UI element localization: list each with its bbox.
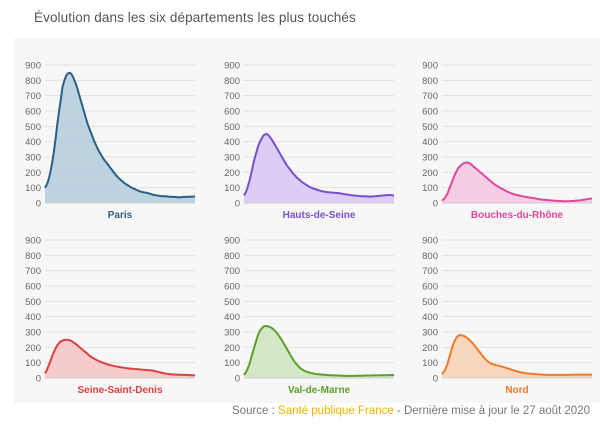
y-tick-label: 100 xyxy=(422,358,438,369)
panel-val-de-marne: 0 100 200 300 400 500 600 700 800 900 Val-de-Marne xyxy=(224,236,395,396)
panel-label: Seine-Saint-Denis xyxy=(77,385,162,396)
series-area xyxy=(45,72,195,203)
panel-bouches-du-rhone: 0 100 200 300 400 500 600 700 800 900 Bouches-du-R… xyxy=(422,61,593,221)
series-area xyxy=(244,134,394,203)
series-line xyxy=(44,338,195,377)
source-label: Source : xyxy=(232,405,279,417)
panel-label: Hauts-de-Seine xyxy=(283,210,356,221)
y-tick-label: 200 xyxy=(25,343,41,354)
y-tick-label: 300 xyxy=(224,328,240,339)
y-tick-label: 400 xyxy=(224,312,240,323)
panel-paris: 0 100 200 300 400 500 600 700 800 900 Paris xyxy=(25,61,196,221)
y-tick-label: 600 xyxy=(224,107,240,118)
y-tick-label: 900 xyxy=(224,236,240,247)
y-tick-label: 100 xyxy=(422,183,438,194)
y-tick-label: 200 xyxy=(422,343,438,354)
y-tick-label: 400 xyxy=(25,137,41,148)
y-tick-label: 800 xyxy=(224,251,240,262)
y-tick-label: 200 xyxy=(224,168,240,179)
y-tick-label: 200 xyxy=(25,168,41,179)
y-tick-label: 0 xyxy=(433,374,438,385)
source-link[interactable]: Santé publique France xyxy=(278,405,394,417)
series-area xyxy=(442,162,592,203)
y-tick-label: 800 xyxy=(25,251,41,262)
panel-label: Bouches-du-Rhône xyxy=(471,210,564,221)
y-tick-label: 900 xyxy=(422,61,438,72)
y-tick-label: 800 xyxy=(422,251,438,262)
y-tick-label: 500 xyxy=(422,297,438,308)
y-tick-label: 500 xyxy=(224,297,240,308)
y-tick-label: 400 xyxy=(224,137,240,148)
y-tick-label: 900 xyxy=(224,61,240,72)
y-tick-label: 700 xyxy=(25,266,41,277)
y-tick-label: 900 xyxy=(25,61,41,72)
source-line: Source : Santé publique France - Dernièr… xyxy=(232,405,590,417)
series-area xyxy=(442,335,592,378)
y-tick-label: 100 xyxy=(25,358,41,369)
y-tick-label: 0 xyxy=(235,374,240,385)
series-area xyxy=(244,325,394,378)
series-area xyxy=(45,339,195,378)
panel-label: Nord xyxy=(505,385,528,396)
series-line xyxy=(441,161,593,203)
y-tick-label: 900 xyxy=(422,236,438,247)
source-suffix: - Dernière mise à jour le 27 août 2020 xyxy=(393,405,590,417)
y-tick-label: 300 xyxy=(422,153,438,164)
y-tick-label: 800 xyxy=(422,76,438,87)
panel-label: Paris xyxy=(108,210,133,221)
y-tick-label: 800 xyxy=(25,76,41,87)
panel-hauts-de-seine: 0 100 200 300 400 500 600 700 800 900 Hauts-de-Sei… xyxy=(224,61,395,221)
y-tick-label: 700 xyxy=(224,266,240,277)
y-tick-label: 300 xyxy=(25,153,41,164)
y-tick-label: 500 xyxy=(224,122,240,133)
series-line xyxy=(243,324,395,377)
y-tick-label: 600 xyxy=(25,282,41,293)
y-tick-label: 900 xyxy=(25,236,41,247)
y-tick-label: 700 xyxy=(422,91,438,102)
y-tick-label: 600 xyxy=(224,282,240,293)
series-line xyxy=(44,71,196,199)
panel-nord: 0 100 200 300 400 500 600 700 800 900 Nord xyxy=(422,236,592,396)
panel-label: Val-de-Marne xyxy=(288,385,351,396)
y-tick-label: 0 xyxy=(235,199,240,210)
y-tick-label: 100 xyxy=(224,183,240,194)
y-tick-label: 400 xyxy=(25,312,41,323)
panel-seine-saint-denis: 0 100 200 300 400 500 600 700 800 900 Seine-Saint-… xyxy=(25,236,195,396)
y-tick-label: 300 xyxy=(422,328,438,339)
y-tick-label: 600 xyxy=(25,107,41,118)
charts-panel xyxy=(14,38,600,403)
y-tick-label: 600 xyxy=(422,282,438,293)
y-tick-label: 400 xyxy=(422,137,438,148)
y-tick-label: 100 xyxy=(25,183,41,194)
y-tick-label: 700 xyxy=(25,91,41,102)
chart-title: Évolution dans les six départements les … xyxy=(34,10,356,25)
y-tick-label: 300 xyxy=(224,153,240,164)
y-tick-label: 300 xyxy=(25,328,41,339)
y-tick-label: 700 xyxy=(224,91,240,102)
y-tick-label: 800 xyxy=(224,76,240,87)
y-tick-label: 0 xyxy=(433,199,438,210)
y-tick-label: 0 xyxy=(36,374,41,385)
y-tick-label: 200 xyxy=(224,343,240,354)
y-tick-label: 600 xyxy=(422,107,438,118)
y-tick-label: 0 xyxy=(36,199,41,210)
y-tick-label: 700 xyxy=(422,266,438,277)
y-tick-label: 500 xyxy=(422,122,438,133)
y-tick-label: 500 xyxy=(25,297,41,308)
series-line xyxy=(243,133,395,198)
y-tick-label: 400 xyxy=(422,312,438,323)
y-tick-label: 200 xyxy=(422,168,438,179)
series-line xyxy=(441,334,592,376)
y-tick-label: 500 xyxy=(25,122,41,133)
y-tick-label: 100 xyxy=(224,358,240,369)
